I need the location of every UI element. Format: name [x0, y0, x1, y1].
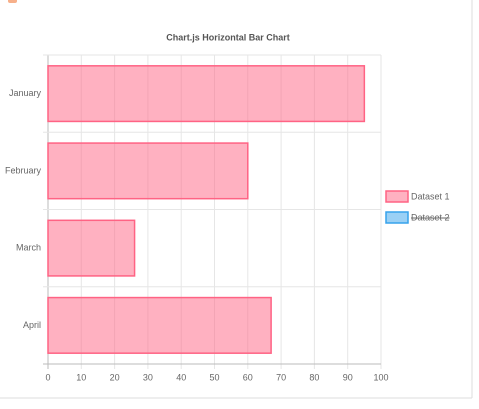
x-tick-label: 50 — [209, 372, 219, 382]
legend-label: Dataset 2 — [411, 212, 450, 222]
bar — [47, 142, 249, 200]
legend-label: Dataset 1 — [411, 191, 450, 201]
x-tick-label: 100 — [373, 372, 388, 382]
legend-swatch — [385, 211, 409, 224]
icon — [8, 0, 17, 3]
x-tick-label: 10 — [76, 372, 86, 382]
x-tick-label: 40 — [176, 372, 186, 382]
x-tick-label: 90 — [343, 372, 353, 382]
x-tick-label: 70 — [276, 372, 286, 382]
x-tick-label: 0 — [45, 372, 50, 382]
chart-title: Chart.js Horizontal Bar Chart — [166, 32, 290, 42]
y-tick-label: March — [16, 243, 41, 253]
bar — [47, 65, 366, 123]
bar — [47, 219, 136, 277]
legend-swatch — [385, 190, 409, 203]
x-tick-label: 20 — [110, 372, 120, 382]
bar — [47, 296, 272, 354]
x-tick-label: 30 — [143, 372, 153, 382]
y-tick-label: February — [5, 165, 42, 175]
x-tick-label: 60 — [243, 372, 253, 382]
y-tick-label: January — [9, 88, 42, 98]
x-tick-label: 80 — [309, 372, 319, 382]
y-tick-label: April — [23, 320, 41, 330]
